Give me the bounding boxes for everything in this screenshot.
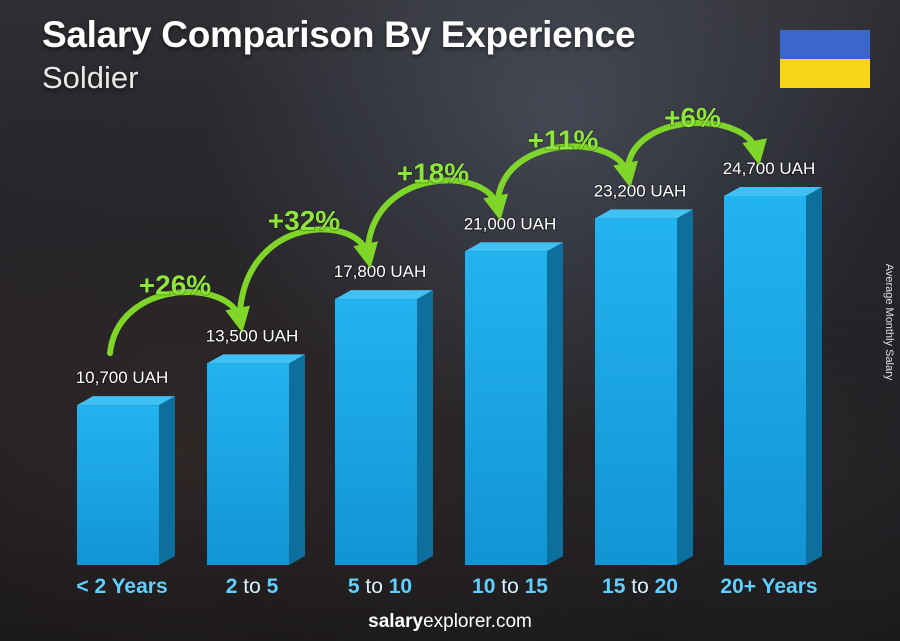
change-arrow-0 — [107, 289, 250, 357]
bar-3 — [465, 251, 547, 565]
change-arrow-4 — [625, 120, 767, 170]
bar-2 — [335, 299, 417, 565]
change-arrow-2 — [365, 177, 508, 251]
category-label-5: 20+ Years — [720, 575, 817, 598]
category-label-4: 15 to 20 — [602, 575, 678, 598]
change-label-0: +26% — [139, 269, 211, 300]
change-label-2: +18% — [397, 157, 469, 188]
footer-brand-bold: salary — [368, 611, 424, 632]
bar-side-2 — [417, 290, 433, 565]
bar-top-2 — [335, 290, 433, 300]
bar-side-3 — [547, 242, 563, 565]
bar-4 — [595, 218, 677, 565]
footer-brand-rest: explorer.com — [423, 611, 532, 632]
change-label-3: +11% — [528, 124, 599, 155]
value-label-3: 21,000 UAH — [464, 214, 557, 233]
category-label-3: 10 to 15 — [472, 575, 548, 598]
bar-side-0 — [159, 396, 175, 565]
category-label-2: 5 to 10 — [348, 575, 412, 598]
category-label-0: < 2 Years — [76, 575, 167, 598]
flag-bottom-stripe — [780, 59, 870, 88]
bar-top-0 — [77, 396, 175, 406]
footer-brand[interactable]: salaryexplorer.com — [0, 611, 900, 633]
value-label-1: 13,500 UAH — [206, 326, 299, 345]
bar-side-5 — [806, 187, 822, 565]
value-label-2: 17,800 UAH — [334, 262, 427, 281]
bar-side-4 — [677, 209, 693, 565]
bar-top-1 — [207, 354, 305, 364]
bar-5 — [724, 196, 806, 565]
chart-title: Salary Comparison By Experience — [42, 14, 636, 55]
flag-top-stripe — [780, 30, 870, 59]
bar-top-5 — [724, 187, 822, 196]
value-label-5: 24,700 UAH — [723, 159, 816, 178]
bar-top-3 — [465, 242, 563, 252]
chart-subtitle: Soldier — [42, 60, 139, 95]
category-label-1: 2 to 5 — [226, 575, 279, 598]
change-label-1: +32% — [268, 205, 340, 236]
bar-0 — [77, 405, 159, 565]
change-arrow-1 — [237, 226, 378, 315]
change-arrow-3 — [495, 143, 638, 203]
ukraine-flag-icon — [780, 30, 870, 88]
bar-side-1 — [289, 354, 305, 565]
bar-top-4 — [595, 209, 693, 219]
value-label-4: 23,200 UAH — [594, 181, 687, 200]
change-label-4: +6% — [664, 102, 721, 133]
bar-1 — [207, 363, 289, 565]
value-label-0: 10,700 UAH — [76, 368, 169, 387]
